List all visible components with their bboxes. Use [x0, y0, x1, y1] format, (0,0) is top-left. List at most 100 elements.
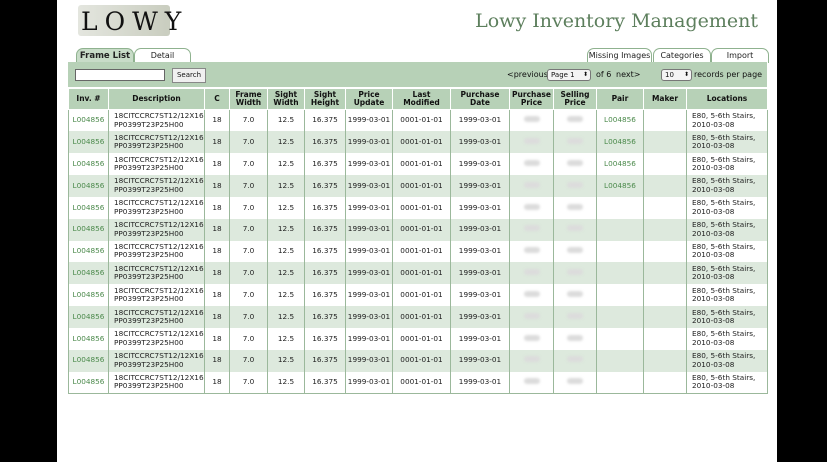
cell-locations: E80, 5-6th Stairs, 2010-03-08 — [686, 284, 768, 307]
table-row[interactable]: L004856 18CITCCRC7ST12/12X16 PP0399T23P25H… — [68, 327, 768, 350]
inv-number-link[interactable]: L004856 — [72, 289, 105, 299]
cell-maker — [643, 175, 687, 197]
tab-missing-images[interactable]: Missing Images — [587, 48, 652, 63]
redacted-purchase-price — [523, 116, 540, 123]
cell-description: 18CITCCRC7ST12/12X16 PP0399T23P25H00 — [108, 218, 205, 241]
table-row[interactable]: L004856 18CITCCRC7ST12/12X16 PP0399T23P25H… — [68, 153, 768, 176]
table-row[interactable]: L004856 18CITCCRC7ST12/12X16 PP0399T23P25H… — [68, 240, 768, 263]
cell-selling-price — [553, 327, 597, 350]
column-header[interactable]: Sight Height — [304, 88, 346, 110]
cell-purchase-date: 1999-03-01 — [450, 306, 510, 328]
price-update-value: 1999-03-01 — [347, 289, 391, 299]
select-arrows-icon: ⬍ — [582, 71, 588, 78]
column-header[interactable]: C — [204, 88, 230, 110]
location-line-2: 2010-03-08 — [692, 163, 735, 173]
location-line-2: 2010-03-08 — [692, 206, 735, 216]
table-row[interactable]: L004856 18CITCCRC7ST12/12X16 PP0399T23P25H… — [68, 371, 768, 394]
sight-height-value: 16.375 — [312, 268, 338, 278]
cell-pair — [596, 196, 644, 219]
redacted-selling-price — [567, 116, 583, 123]
cell-last-modified: 0001-01-01 — [392, 153, 451, 176]
tab-detail[interactable]: Detail — [134, 48, 191, 63]
cell-inv-number: L004856 — [68, 240, 109, 263]
table-row[interactable]: L004856 18CITCCRC7ST12/12X16 PP0399T23P25H… — [68, 218, 768, 241]
redacted-selling-price — [567, 159, 583, 166]
tab-categories[interactable]: Categories — [653, 48, 711, 63]
page-select[interactable]: Page 1 ⬍ — [547, 69, 591, 81]
column-header[interactable]: Purchase Price — [509, 88, 554, 110]
column-header[interactable]: Price Update — [345, 88, 393, 110]
tab-frame-list[interactable]: Frame List — [76, 48, 134, 63]
cell-inv-number: L004856 — [68, 175, 109, 197]
inv-number-link[interactable]: L004856 — [72, 333, 105, 343]
table-row[interactable]: L004856 18CITCCRC7ST12/12X16 PP0399T23P25H… — [68, 262, 768, 285]
cell-selling-price — [553, 284, 597, 307]
inv-number-link[interactable]: L004856 — [72, 246, 105, 256]
table-row[interactable]: L004856 18CITCCRC7ST12/12X16 PP0399T23P25H… — [68, 349, 768, 372]
column-header[interactable]: Last Modified — [392, 88, 451, 110]
inv-number-link[interactable]: L004856 — [72, 268, 105, 278]
table-row[interactable]: L004856 18CITCCRC7ST12/12X16 PP0399T23P25H… — [68, 109, 768, 132]
table-row[interactable]: L004856 18CITCCRC7ST12/12X16 PP0399T23P25H… — [68, 175, 768, 197]
cell-purchase-date: 1999-03-01 — [450, 218, 510, 241]
inv-number-link[interactable]: L004856 — [72, 180, 105, 190]
purchase-date-value: 1999-03-01 — [458, 115, 502, 125]
cell-c: 18 — [204, 153, 230, 176]
frame-width-value: 7.0 — [242, 377, 255, 387]
purchase-date-value: 1999-03-01 — [458, 137, 502, 147]
cell-last-modified: 0001-01-01 — [392, 218, 451, 241]
table-row[interactable]: L004856 18CITCCRC7ST12/12X16 PP0399T23P25H… — [68, 284, 768, 307]
inv-number-link[interactable]: L004856 — [72, 311, 105, 321]
price-update-value: 1999-03-01 — [347, 333, 391, 343]
cell-sight-height: 16.375 — [304, 175, 346, 197]
pair-link[interactable]: L004856 — [604, 115, 636, 125]
cell-pair: L004856 — [596, 131, 644, 154]
cell-price-update: 1999-03-01 — [345, 284, 393, 307]
location-line-1: E80, 5-6th Stairs, — [692, 132, 756, 142]
column-header[interactable]: Selling Price — [553, 88, 597, 110]
column-header[interactable]: Sight Width — [267, 88, 305, 110]
search-button[interactable]: Search — [172, 68, 206, 83]
table-row[interactable]: L004856 18CITCCRC7ST12/12X16 PP0399T23P25H… — [68, 306, 768, 328]
column-header[interactable]: Locations — [686, 88, 768, 110]
inv-number-link[interactable]: L004856 — [72, 355, 105, 365]
previous-link[interactable]: <previous — [507, 70, 548, 79]
pair-link[interactable]: L004856 — [604, 137, 636, 147]
tab-import[interactable]: Import — [711, 48, 769, 63]
column-header[interactable]: Inv. # — [68, 88, 109, 110]
inv-number-link[interactable]: L004856 — [72, 137, 105, 147]
frame-width-value: 7.0 — [242, 158, 255, 168]
table-row[interactable]: L004856 18CITCCRC7ST12/12X16 PP0399T23P25H… — [68, 131, 768, 154]
app-title: Lowy Inventory Management — [475, 10, 758, 32]
search-input[interactable] — [75, 69, 165, 81]
table-row[interactable]: L004856 18CITCCRC7ST12/12X16 PP0399T23P25H… — [68, 196, 768, 219]
redacted-purchase-price — [523, 269, 540, 276]
cell-locations: E80, 5-6th Stairs, 2010-03-08 — [686, 371, 768, 394]
cell-sight-width: 12.5 — [267, 196, 305, 219]
cell-inv-number: L004856 — [68, 131, 109, 154]
next-link[interactable]: next> — [616, 70, 641, 79]
cell-selling-price — [553, 371, 597, 394]
sight-width-value: 12.5 — [277, 289, 295, 299]
cell-sight-height: 16.375 — [304, 196, 346, 219]
frame-width-value: 7.0 — [242, 268, 255, 278]
column-header[interactable]: Frame Width — [229, 88, 268, 110]
records-per-page-select[interactable]: 10 ⬍ — [661, 69, 692, 81]
cell-purchase-date: 1999-03-01 — [450, 153, 510, 176]
column-header[interactable]: Maker — [643, 88, 687, 110]
cell-description: 18CITCCRC7ST12/12X16 PP0399T23P25H00 — [108, 349, 205, 372]
pair-link[interactable]: L004856 — [604, 158, 636, 168]
cell-inv-number: L004856 — [68, 196, 109, 219]
inv-number-link[interactable]: L004856 — [72, 202, 105, 212]
column-header[interactable]: Purchase Date — [450, 88, 510, 110]
pair-link[interactable]: L004856 — [604, 180, 636, 190]
inv-number-link[interactable]: L004856 — [72, 115, 105, 125]
cell-inv-number: L004856 — [68, 327, 109, 350]
inv-number-link[interactable]: L004856 — [72, 224, 105, 234]
column-header[interactable]: Description — [108, 88, 205, 110]
c-value: 18 — [212, 246, 222, 256]
cell-description: 18CITCCRC7ST12/12X16 PP0399T23P25H00 — [108, 196, 205, 219]
inv-number-link[interactable]: L004856 — [72, 377, 105, 387]
column-header[interactable]: Pair — [596, 88, 644, 110]
inv-number-link[interactable]: L004856 — [72, 158, 105, 168]
